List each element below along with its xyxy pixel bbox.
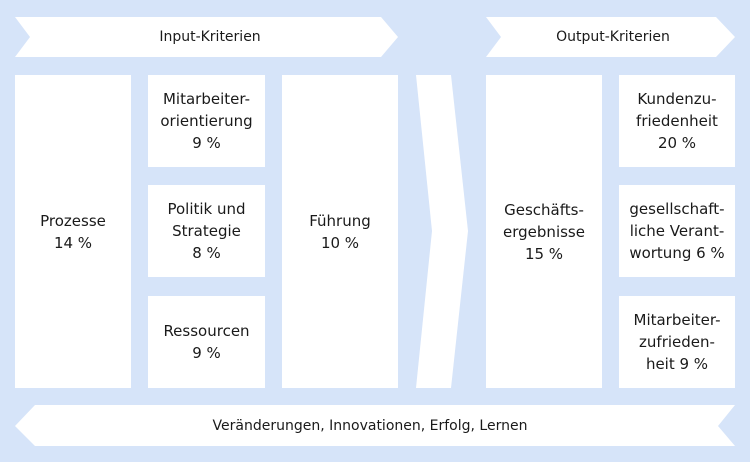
box-fuehrung-label: Führung 10 % xyxy=(309,211,371,252)
box-gesellschaftliche-verantwortung: gesellschaft- liche Verant- wortung 6 % xyxy=(619,185,735,277)
box-prozesse-label: Prozesse 14 % xyxy=(40,211,106,252)
box-fuehrung: Führung 10 % xyxy=(282,75,398,388)
box-prozesse: Prozesse 14 % xyxy=(15,75,131,388)
output-criteria-label: Output-Kriterien xyxy=(556,29,670,45)
box-geschaeftsergebnisse: Geschäfts- ergebnisse 15 % xyxy=(486,75,602,388)
box-mitarbeiterzufriedenheit-label: Mitarbeiter- zufrieden- heit 9 % xyxy=(633,311,721,373)
box-politik-strategie: Politik und Strategie 8 % xyxy=(148,185,265,277)
box-kundenzufriedenheit-label: Kundenzu- friedenheit 20 % xyxy=(636,90,718,152)
box-ressourcen: Ressourcen 9 % xyxy=(148,296,265,388)
box-gesellschaftliche-verantwortung-label: gesellschaft- liche Verant- wortung 6 % xyxy=(629,200,725,262)
box-kundenzufriedenheit: Kundenzu- friedenheit 20 % xyxy=(619,75,735,167)
box-politik-strategie-label: Politik und Strategie 8 % xyxy=(167,200,246,262)
feedback-arrow-label: Veränderungen, Innovationen, Erfolg, Ler… xyxy=(212,418,528,434)
box-mitarbeiterorientierung-label: Mitarbeiter- orientierung 9 % xyxy=(160,90,253,152)
box-mitarbeiterzufriedenheit: Mitarbeiter- zufrieden- heit 9 % xyxy=(619,296,735,388)
input-criteria-label: Input-Kriterien xyxy=(159,29,261,45)
box-geschaeftsergebnisse-label: Geschäfts- ergebnisse 15 % xyxy=(503,200,585,263)
box-ressourcen-label: Ressourcen 9 % xyxy=(163,322,250,362)
box-mitarbeiterorientierung: Mitarbeiter- orientierung 9 % xyxy=(148,75,265,167)
